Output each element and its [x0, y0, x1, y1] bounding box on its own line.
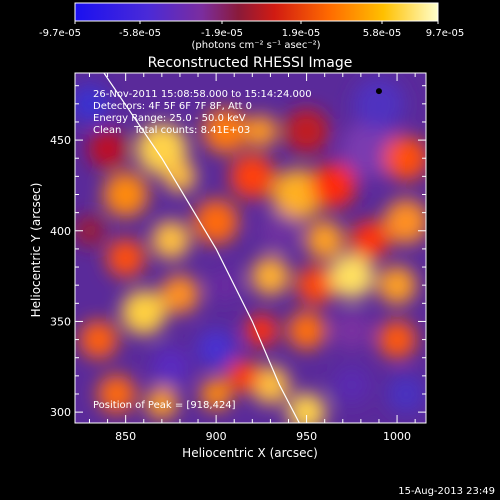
emission-blob: [251, 365, 290, 405]
emission-blob: [353, 78, 405, 130]
peak-position-label: Position of Peak = [918,424]: [93, 400, 236, 411]
emission-blob: [106, 238, 145, 278]
info-clean-counts: Clean Total counts: 8.41E+03: [93, 125, 250, 136]
emission-blob: [121, 289, 167, 335]
x-axis-ticks: 850 900 950 1000: [88, 73, 416, 443]
emission-blob: [97, 374, 136, 414]
colorbar-gradient: [74, 2, 439, 22]
y-tick-label: 400: [50, 225, 71, 238]
emission-blob: [145, 387, 178, 420]
emission-blob: [151, 220, 191, 260]
emission-blob: [329, 253, 375, 299]
colorbar-tick-label: -5.8e-05: [119, 28, 161, 39]
emission-blob: [75, 214, 106, 247]
y-tick-label: 350: [50, 315, 71, 328]
x-tick-label: 900: [206, 430, 227, 443]
y-axis-ticks: 300 350 400 450: [50, 85, 426, 419]
colorbar-tick-label: 9.7e-05: [426, 28, 464, 39]
emission-blob: [386, 374, 426, 414]
y-tick-label: 450: [50, 134, 71, 147]
emission-blob: [383, 135, 426, 181]
emission-blob: [160, 275, 200, 314]
colorbar-ticks: -9.7e-05 -5.8e-05 -1.9e-05 1.9e-05 5.8e-05 9.…: [39, 21, 464, 39]
emission-blob: [341, 120, 399, 178]
image-emission: [75, 78, 426, 423]
plot-frame: [74, 72, 427, 424]
emission-blob: [296, 265, 335, 305]
emission-blob: [196, 329, 236, 368]
info-overlay: 26-Nov-2011 15:08:58.000 to 15:14:24.000…: [93, 89, 312, 411]
emission-blob: [287, 392, 326, 423]
emission-blob: [284, 108, 329, 154]
emission-blob: [350, 220, 390, 260]
emission-blob: [377, 320, 417, 359]
emission-blob: [227, 359, 260, 392]
emission-blob: [229, 153, 275, 199]
emission-blob: [163, 160, 196, 193]
peak-marker: [375, 88, 382, 95]
emission-blob: [311, 163, 357, 208]
colorbar-tick-label: 1.9e-05: [282, 28, 320, 39]
plot-title: Reconstructed RHESSI Image: [148, 55, 353, 71]
x-tick-label: 850: [115, 430, 136, 443]
emission-blob: [383, 199, 426, 245]
emission-blob: [79, 320, 118, 359]
emission-blob: [271, 168, 324, 221]
emission-blob: [88, 129, 127, 169]
emission-blob: [287, 311, 326, 350]
timestamp: 15-Aug-2013 23:49: [398, 486, 495, 497]
emission-blob: [305, 220, 344, 260]
info-time-range: 26-Nov-2011 15:08:58.000 to 15:14:24.000: [93, 89, 312, 100]
x-tick-label: 950: [296, 430, 317, 443]
emission-blob: [103, 172, 149, 217]
colorbar-tick-label: -9.7e-05: [39, 28, 81, 39]
emission-blob: [260, 211, 299, 250]
emission-blob: [151, 347, 191, 386]
solar-limb-curve: [103, 73, 300, 423]
y-axis-title: Heliocentric Y (arcsec): [29, 183, 43, 318]
emission-blob: [200, 377, 233, 410]
emission-blob: [377, 265, 417, 305]
emission-blob: [251, 256, 290, 296]
info-energy-range: Energy Range: 25.0 - 50.0 keV: [93, 113, 246, 124]
x-tick-label: 1000: [383, 430, 411, 443]
colorbar-units-label: (photons cm⁻² s⁻¹ asec⁻²): [191, 40, 320, 51]
emission-blob: [332, 311, 372, 350]
emission-blob: [75, 84, 109, 124]
colorbar-tick-label: -1.9e-05: [201, 28, 243, 39]
colorbar: -9.7e-05 -5.8e-05 -1.9e-05 1.9e-05 5.8e-05 9.…: [39, 2, 464, 51]
emission-blob: [209, 269, 242, 302]
emission-blob: [202, 108, 248, 154]
emission-blob: [332, 365, 372, 405]
x-axis-title: Heliocentric X (arcsec): [182, 446, 318, 460]
info-detectors: Detectors: 4F 5F 6F 7F 8F, Att 0: [93, 101, 252, 112]
colorbar-tick-label: 5.8e-05: [363, 28, 401, 39]
emission-blob: [245, 115, 278, 148]
y-tick-label: 300: [50, 406, 71, 419]
emission-blob: [193, 199, 239, 245]
image-area: [75, 73, 426, 423]
